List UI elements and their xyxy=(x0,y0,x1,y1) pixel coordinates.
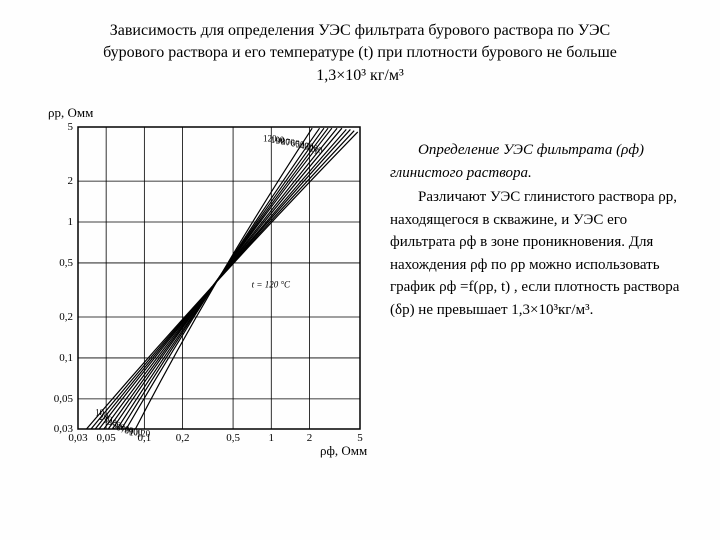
svg-text:5: 5 xyxy=(68,121,74,133)
svg-text:ρф, Омм: ρф, Омм xyxy=(320,443,367,458)
svg-text:0,2: 0,2 xyxy=(176,432,190,444)
title-line1: Зависимость для определения УЭС фильтрат… xyxy=(110,22,610,39)
page-title: Зависимость для определения УЭС фильтрат… xyxy=(30,20,690,87)
svg-text:1: 1 xyxy=(269,432,275,444)
svg-text:0,5: 0,5 xyxy=(226,432,240,444)
title-line3: 1,3×10³ кг/м³ xyxy=(316,67,404,84)
svg-text:2: 2 xyxy=(68,175,74,187)
svg-text:0,5: 0,5 xyxy=(59,257,73,269)
svg-text:0,1: 0,1 xyxy=(59,352,73,364)
svg-text:120: 120 xyxy=(137,429,151,439)
text-column: Определение УЭС фильтрата (ρф) глинистог… xyxy=(390,99,690,323)
para-lead: Определение УЭС фильтрата (ρф) глинистог… xyxy=(390,139,690,184)
svg-text:0,03: 0,03 xyxy=(54,423,74,435)
title-line2: бурового раствора и его температуре (t) … xyxy=(103,44,617,61)
chart-container: 0,030,050,10,20,51250,030,050,10,20,5125… xyxy=(30,99,370,459)
svg-text:t = 120 °C: t = 120 °C xyxy=(252,280,291,290)
chart-svg: 0,030,050,10,20,51250,030,050,10,20,5125… xyxy=(30,99,370,459)
svg-text:0,05: 0,05 xyxy=(54,393,74,405)
svg-text:0,05: 0,05 xyxy=(97,432,117,444)
svg-text:2: 2 xyxy=(307,432,313,444)
svg-text:120: 120 xyxy=(263,134,277,144)
svg-text:ρp, Омм: ρp, Омм xyxy=(48,105,93,120)
para-body: Различают УЭС глинистого раствора ρр, на… xyxy=(390,186,690,321)
content-row: 0,030,050,10,20,51250,030,050,10,20,5125… xyxy=(30,99,690,459)
svg-text:0,2: 0,2 xyxy=(59,311,73,323)
svg-text:1: 1 xyxy=(68,216,74,228)
italic-lead: Определение УЭС фильтрата (ρф) глинистог… xyxy=(390,142,644,181)
